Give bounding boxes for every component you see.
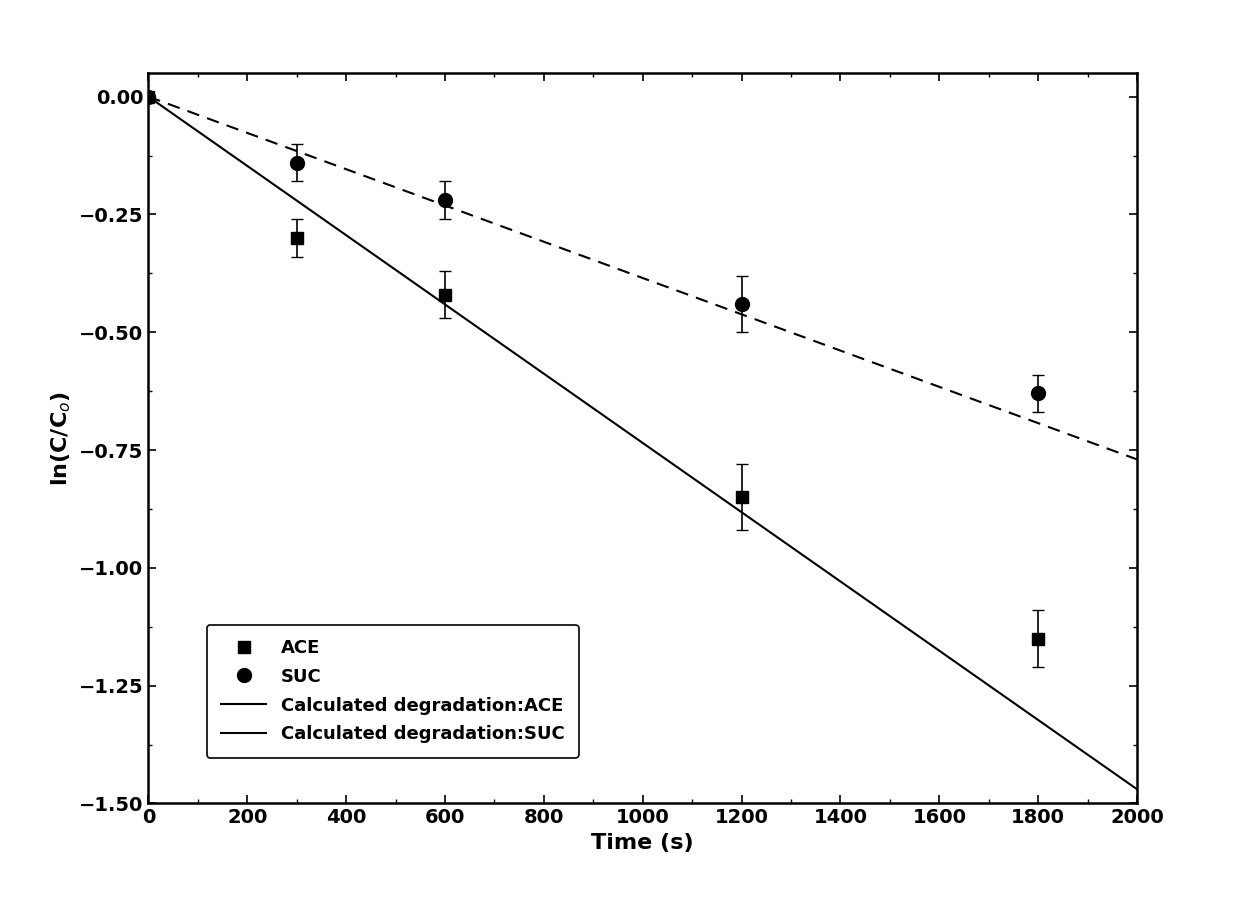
X-axis label: Time (s): Time (s) [591, 833, 695, 853]
Y-axis label: ln(C/C$_o$): ln(C/C$_o$) [49, 391, 73, 486]
Legend: ACE, SUC, Calculated degradation:ACE, Calculated degradation:SUC: ACE, SUC, Calculated degradation:ACE, Ca… [206, 624, 578, 758]
